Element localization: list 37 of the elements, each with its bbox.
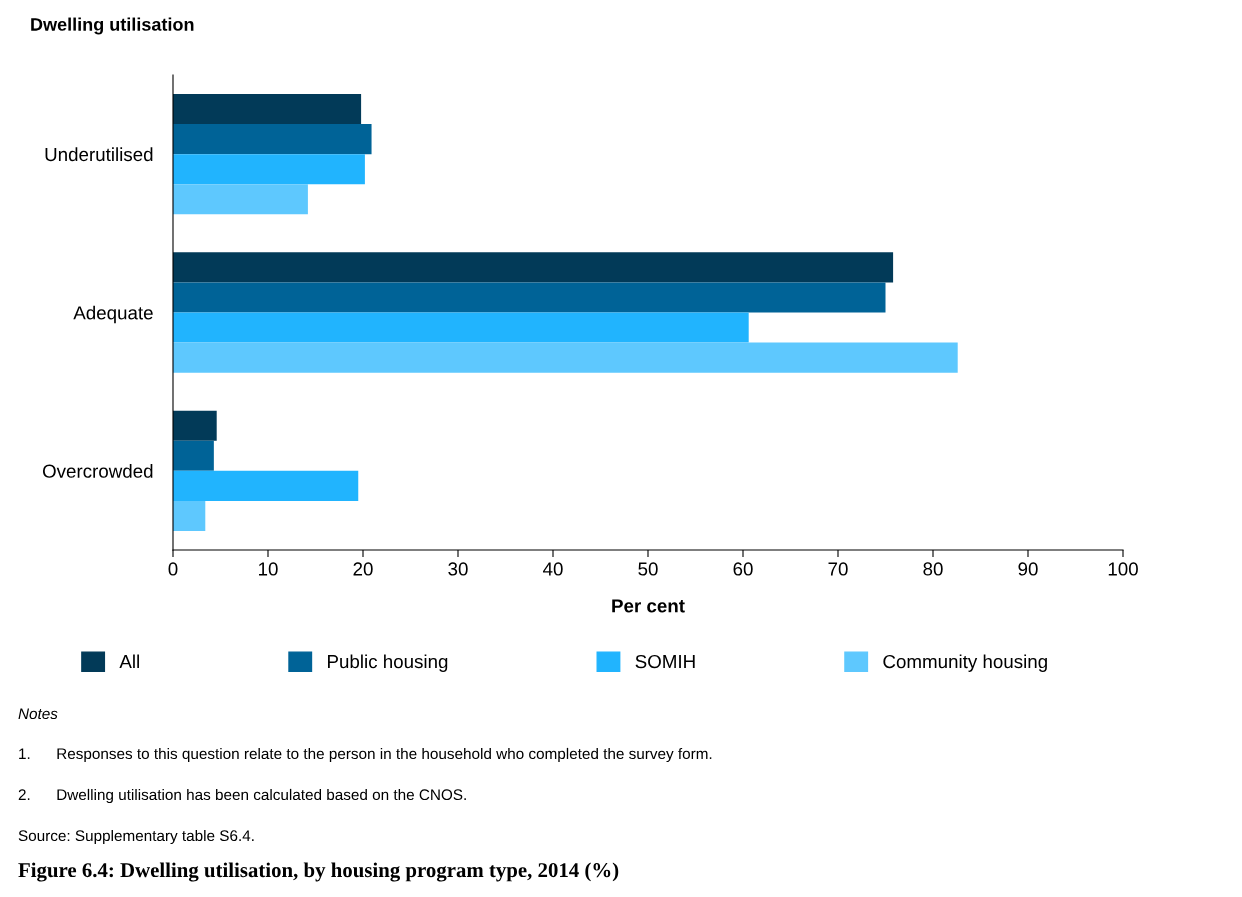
bar (173, 94, 362, 125)
x-tick-label: 20 (353, 562, 373, 576)
bar (173, 124, 372, 155)
bar (173, 154, 365, 185)
chart-subtitle: Dwelling utilisation (31, 17, 194, 35)
bar (173, 440, 214, 471)
x-tick-label: 40 (543, 562, 563, 576)
x-axis-title: Per cent (612, 599, 685, 613)
legend-label: All (119, 654, 139, 669)
bar (173, 410, 217, 441)
x-tick-label: 80 (923, 562, 943, 576)
text: Notes (18, 708, 58, 720)
x-tick-label: 100 (1108, 562, 1138, 576)
x-tick-label: 70 (828, 562, 848, 576)
text: 2. Dwelling utilisation has been calculated based on the CNOS. (18, 788, 466, 804)
text: 1. Responses to this question relate to the person in the household who completed the survey form. (19, 747, 712, 763)
y-tick-label: Overcrowded (42, 464, 153, 478)
bar (173, 252, 894, 283)
x-tick-label: 10 (259, 562, 278, 576)
text: Figure 6.4: Dwelling utilisation, by housing program type, 2014 (%) (18, 862, 619, 882)
source-note: Source: Supplementary table S6.4. (18, 829, 254, 845)
x-tick-label: 50 (638, 562, 658, 576)
bar (173, 342, 958, 373)
y-tick-label: Underutilised (45, 147, 153, 162)
bar (173, 184, 308, 215)
x-tick-label: 30 (448, 562, 468, 576)
bar (173, 470, 359, 501)
x-tick-label: 90 (1018, 562, 1038, 576)
bar (173, 312, 749, 343)
legend-label: Public housing (328, 654, 448, 672)
bar (173, 500, 206, 531)
bar (173, 282, 886, 313)
legend-label: Community housing (883, 654, 1047, 672)
legend-label: SOMIH (635, 654, 695, 669)
x-tick-label: 0 (168, 562, 178, 576)
y-tick-label: Adequate (73, 305, 153, 324)
x-tick-label: 60 (733, 562, 753, 576)
